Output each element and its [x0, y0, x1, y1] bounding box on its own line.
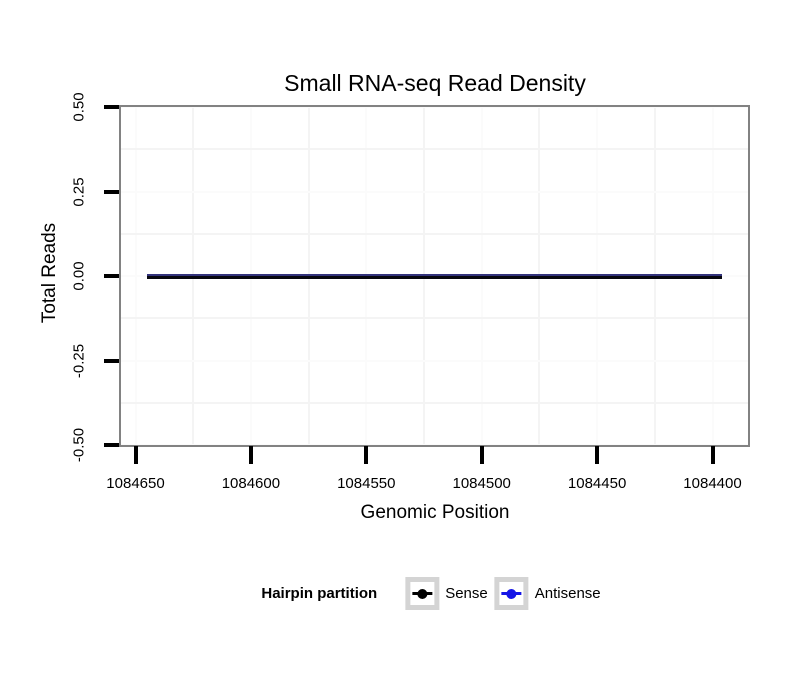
sense-point-icon	[417, 588, 428, 599]
panel-border	[119, 105, 750, 447]
legend-label-antisense: Antisense	[534, 585, 601, 602]
y-axis-tick	[104, 443, 119, 447]
legend-key-antisense	[494, 577, 529, 610]
antisense-point-icon	[506, 588, 517, 599]
x-tick-label: 1084650	[106, 475, 165, 492]
y-tick-label: 0.50	[70, 92, 88, 122]
legend-entry-antisense: Antisense	[494, 577, 601, 610]
y-axis-tick	[104, 358, 119, 363]
y-axis-title: Total Reads	[39, 222, 60, 324]
y-tick-label: 0.00	[70, 261, 88, 291]
x-tick-label: 1084600	[221, 475, 281, 492]
y-axis-tick	[104, 105, 119, 109]
y-tick-label: 0.25	[70, 176, 88, 207]
legend: Hairpin partition Sense Antisense	[261, 577, 601, 610]
legend-entry-sense: Sense	[405, 577, 488, 610]
x-axis-title: Genomic Position	[360, 502, 510, 523]
x-axis-tick	[248, 446, 253, 464]
x-axis-tick	[133, 446, 138, 464]
chart-title: Small RNA-seq Read Density	[284, 70, 586, 96]
x-axis-tick	[479, 446, 484, 464]
y-axis-tick	[104, 274, 119, 278]
x-axis-tick	[364, 446, 369, 464]
legend-key-sense	[405, 577, 440, 610]
legend-label-sense: Sense	[445, 585, 488, 602]
x-tick-label: 1084400	[683, 475, 742, 492]
x-axis-tick	[595, 446, 600, 464]
x-tick-label: 1084550	[337, 475, 396, 492]
y-axis-tick	[104, 189, 119, 194]
y-tick-label: -0.50	[70, 427, 88, 463]
x-axis-tick	[710, 446, 715, 464]
x-tick-label: 1084500	[452, 475, 511, 492]
legend-title: Hairpin partition	[261, 585, 378, 602]
y-tick-label: -0.25	[70, 343, 88, 378]
x-tick-label: 1084450	[567, 475, 627, 492]
